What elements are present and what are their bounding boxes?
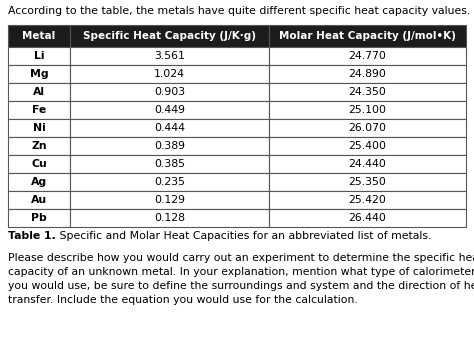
Text: 25.400: 25.400	[348, 141, 386, 151]
Text: 26.440: 26.440	[348, 213, 386, 223]
Bar	[70, 25, 269, 47]
Bar	[8, 25, 70, 47]
Bar	[269, 137, 466, 155]
Bar	[269, 119, 466, 137]
Text: 24.350: 24.350	[348, 87, 386, 97]
Text: 0.235: 0.235	[154, 177, 185, 187]
Bar	[70, 119, 269, 137]
Text: Ag: Ag	[31, 177, 47, 187]
Text: 25.100: 25.100	[348, 105, 386, 115]
Bar	[70, 101, 269, 119]
Text: 0.389: 0.389	[154, 141, 185, 151]
Bar	[8, 47, 70, 65]
Bar	[8, 137, 70, 155]
Bar	[269, 101, 466, 119]
Bar	[269, 83, 466, 101]
Bar	[269, 25, 466, 47]
Bar	[70, 65, 269, 83]
Text: 0.385: 0.385	[154, 159, 185, 169]
Bar	[269, 209, 466, 227]
Bar	[8, 173, 70, 191]
Text: 0.449: 0.449	[154, 105, 185, 115]
Text: Ni: Ni	[33, 123, 46, 133]
Text: 3.561: 3.561	[154, 51, 185, 61]
Bar	[70, 137, 269, 155]
Bar	[269, 65, 466, 83]
Text: 1.024: 1.024	[154, 69, 185, 79]
Bar	[269, 173, 466, 191]
Bar	[8, 83, 70, 101]
Text: 0.903: 0.903	[154, 87, 185, 97]
Text: Li: Li	[34, 51, 44, 61]
Bar	[70, 83, 269, 101]
Text: Please describe how you would carry out an experiment to determine the specific : Please describe how you would carry out …	[8, 253, 474, 263]
Bar	[70, 209, 269, 227]
Bar	[70, 47, 269, 65]
Text: 0.444: 0.444	[154, 123, 185, 133]
Bar	[8, 119, 70, 137]
Text: 24.770: 24.770	[348, 51, 386, 61]
Bar	[70, 173, 269, 191]
Text: Table 1.: Table 1.	[8, 231, 56, 241]
Text: capacity of an unknown metal. In your explanation, mention what type of calorime: capacity of an unknown metal. In your ex…	[8, 267, 474, 277]
Bar	[70, 155, 269, 173]
Text: you would use, be sure to define the surroundings and system and the direction o: you would use, be sure to define the sur…	[8, 281, 474, 291]
Bar	[70, 191, 269, 209]
Text: 25.350: 25.350	[348, 177, 386, 187]
Text: 24.440: 24.440	[348, 159, 386, 169]
Text: transfer. Include the equation you would use for the calculation.: transfer. Include the equation you would…	[8, 295, 358, 305]
Text: Fe: Fe	[32, 105, 46, 115]
Text: Pb: Pb	[31, 213, 47, 223]
Text: Specific Heat Capacity (J/K·g): Specific Heat Capacity (J/K·g)	[83, 31, 256, 41]
Text: Al: Al	[33, 87, 45, 97]
Bar	[8, 101, 70, 119]
Bar	[8, 209, 70, 227]
Bar	[8, 191, 70, 209]
Text: 24.890: 24.890	[348, 69, 386, 79]
Text: According to the table, the metals have quite different specific heat capacity v: According to the table, the metals have …	[8, 6, 470, 16]
Text: Molar Heat Capacity (J/mol•K): Molar Heat Capacity (J/mol•K)	[279, 31, 456, 41]
Text: 0.128: 0.128	[154, 213, 185, 223]
Text: 0.129: 0.129	[154, 195, 185, 205]
Bar	[8, 65, 70, 83]
Text: 25.420: 25.420	[348, 195, 386, 205]
Text: Specific and Molar Heat Capacities for an abbreviated list of metals.: Specific and Molar Heat Capacities for a…	[56, 231, 431, 241]
Text: Zn: Zn	[31, 141, 47, 151]
Bar	[269, 155, 466, 173]
Text: Cu: Cu	[31, 159, 47, 169]
Bar	[8, 155, 70, 173]
Bar	[269, 47, 466, 65]
Text: 26.070: 26.070	[348, 123, 386, 133]
Text: Mg: Mg	[29, 69, 48, 79]
Text: Metal: Metal	[22, 31, 55, 41]
Text: Au: Au	[31, 195, 47, 205]
Bar	[269, 191, 466, 209]
